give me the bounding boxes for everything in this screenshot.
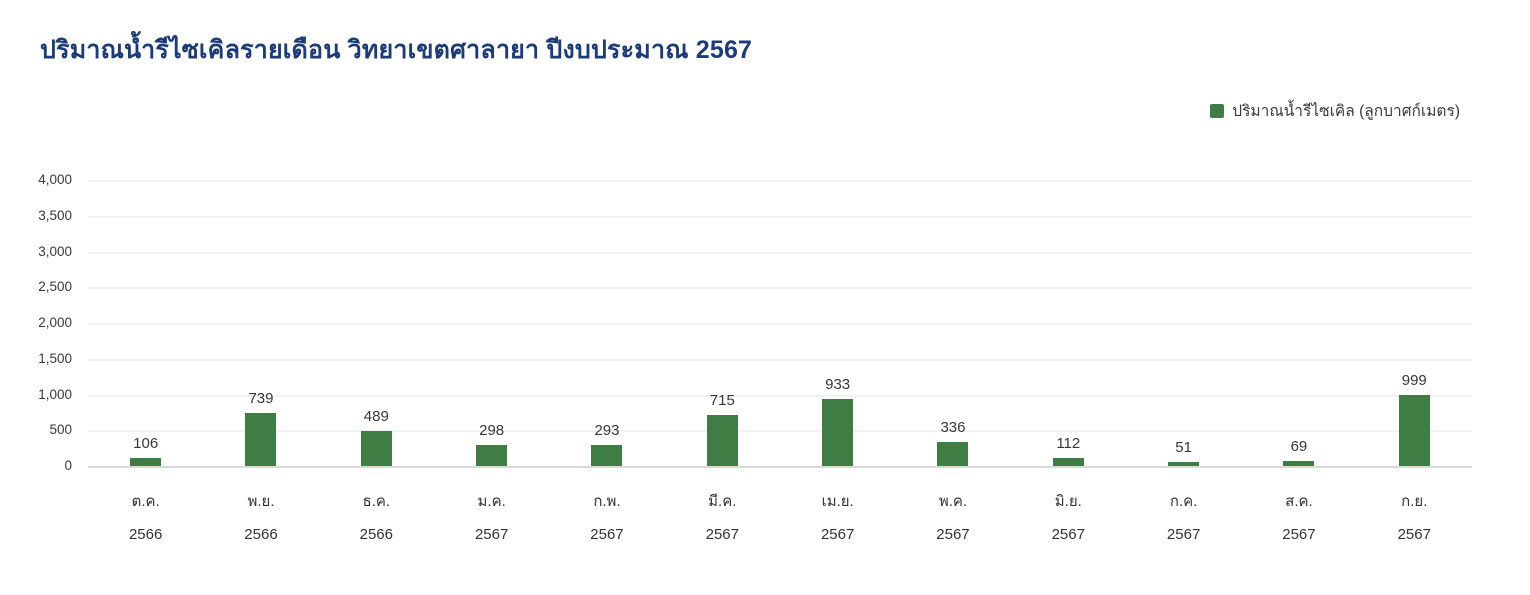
gridline	[88, 394, 1472, 397]
bar-column: 51	[1126, 180, 1241, 466]
x-axis: ต.ค. 2566 พ.ย. 2566 ธ.ค. 2566 ม.ค. 2567 ก.พ. 2567…	[88, 468, 1472, 543]
bar-column: 106	[88, 180, 203, 466]
bar-value-label: 739	[248, 390, 274, 408]
x-tick: ม.ค. 2567	[434, 468, 549, 543]
bar[interactable]	[1168, 462, 1200, 466]
x-tick-month: เม.ย.	[821, 493, 854, 510]
bar[interactable]	[937, 441, 969, 466]
y-tick-label: 3,500	[38, 207, 72, 223]
x-tick-month: ก.พ.	[593, 493, 621, 510]
bar-column: 933	[780, 180, 895, 466]
bar-value-label: 112	[1056, 435, 1081, 452]
y-tick-label: 3,000	[38, 243, 72, 259]
x-tick: มิ.ย. 2567	[1011, 468, 1126, 543]
x-tick-month: มิ.ย.	[1054, 493, 1082, 510]
x-tick: ส.ค. 2567	[1241, 468, 1356, 543]
y-tick-label: 0	[64, 458, 72, 473]
gridline	[88, 287, 1472, 290]
x-tick: เม.ย. 2567	[780, 468, 895, 543]
legend-swatch-icon	[1210, 103, 1225, 118]
bar[interactable]	[1398, 394, 1430, 466]
x-tick-month: ส.ค.	[1285, 493, 1313, 510]
x-tick: ก.พ. 2567	[549, 468, 664, 543]
plot-area: 106 739 489 298 293 715 933 336 112 51 69 999	[88, 180, 1472, 468]
x-tick-month: ม.ค.	[477, 493, 506, 510]
x-tick-year: 2566	[359, 526, 393, 543]
legend-item[interactable]: ปริมาณน้ำรีไซเคิล (ลูกบาศก์เมตร)	[1210, 98, 1460, 123]
y-tick-label: 500	[49, 422, 72, 438]
bar[interactable]	[1283, 461, 1315, 466]
bar-value-label: 715	[709, 391, 735, 409]
bar-column: 69	[1241, 180, 1356, 466]
bar-value-label: 999	[1401, 371, 1427, 389]
x-tick-month: ก.ย.	[1401, 493, 1428, 510]
bar-value-label: 336	[940, 418, 966, 436]
gridline	[88, 430, 1472, 433]
bar[interactable]	[130, 458, 162, 466]
x-tick: พ.ย. 2566	[203, 468, 318, 543]
bar[interactable]	[360, 431, 392, 466]
x-tick-year: 2567	[820, 526, 855, 543]
bar-column: 489	[319, 180, 434, 466]
y-tick-label: 1,500	[38, 350, 72, 366]
x-tick-year: 2567	[1282, 526, 1316, 543]
x-tick-year: 2567	[590, 526, 624, 543]
bar-value-label: 69	[1290, 438, 1308, 456]
bar-column: 336	[895, 180, 1010, 466]
chart-title: ปริมาณน้ำรีไซเคิลรายเดือน วิทยาเขตศาลายา…	[40, 36, 753, 64]
x-tick-month: มี.ค.	[708, 493, 737, 510]
x-tick-year: 2567	[474, 526, 509, 543]
x-tick-year: 2567	[1397, 526, 1431, 543]
bar-value-label: 106	[133, 435, 159, 453]
y-tick-label: 2,500	[38, 279, 72, 295]
x-tick-month: พ.ย.	[247, 493, 275, 510]
x-tick: ก.ค. 2567	[1126, 468, 1241, 543]
gridline	[88, 251, 1472, 254]
bar-column: 999	[1357, 180, 1472, 466]
bar[interactable]	[822, 399, 854, 466]
bar-series: 106 739 489 298 293 715 933 336 112 51 69 999	[88, 180, 1472, 466]
bar-column: 112	[1011, 180, 1126, 466]
x-tick-year: 2567	[1166, 526, 1201, 543]
x-tick-month: ก.ค.	[1169, 493, 1198, 510]
bar-value-label: 933	[825, 376, 851, 394]
bar-value-label: 298	[479, 421, 505, 439]
x-tick: ก.ย. 2567	[1357, 468, 1472, 543]
x-tick: ธ.ค. 2566	[319, 468, 434, 543]
x-tick: มี.ค. 2567	[665, 468, 780, 543]
x-tick-year: 2567	[936, 526, 970, 543]
bar-column: 298	[434, 180, 549, 466]
bar[interactable]	[706, 414, 738, 466]
bar-column: 715	[665, 180, 780, 466]
y-tick-label: 1,000	[38, 386, 72, 402]
bar[interactable]	[1052, 458, 1084, 466]
bar[interactable]	[245, 413, 277, 466]
gridline	[88, 180, 1472, 182]
y-tick-label: 2,000	[38, 315, 72, 330]
x-tick-month: พ.ค.	[938, 493, 968, 510]
x-tick-year: 2566	[244, 526, 278, 543]
x-tick: ต.ค. 2566	[88, 468, 203, 543]
bar-column: 293	[549, 180, 664, 466]
x-tick-year: 2567	[1051, 526, 1085, 543]
x-tick-year: 2566	[128, 526, 163, 543]
bar-value-label: 293	[594, 422, 620, 440]
x-tick-year: 2567	[705, 526, 739, 543]
y-tick-label: 4,000	[38, 172, 72, 187]
y-axis: 0 500 1,000 1,500 2,000 2,500 3,000 3,500 4,000	[0, 0, 72, 595]
bar-column: 739	[203, 180, 318, 466]
x-tick-month: ธ.ค.	[362, 493, 391, 510]
bar-value-label: 51	[1175, 439, 1192, 457]
bar[interactable]	[476, 444, 508, 466]
x-tick: พ.ค. 2567	[895, 468, 1010, 543]
bar[interactable]	[591, 445, 623, 466]
x-tick-month: ต.ค.	[131, 493, 160, 510]
gridline	[88, 323, 1472, 325]
gridline	[88, 215, 1472, 218]
gridline	[88, 358, 1472, 361]
bar-value-label: 489	[363, 408, 389, 426]
legend-label: ปริมาณน้ำรีไซเคิล (ลูกบาศก์เมตร)	[1232, 103, 1460, 120]
